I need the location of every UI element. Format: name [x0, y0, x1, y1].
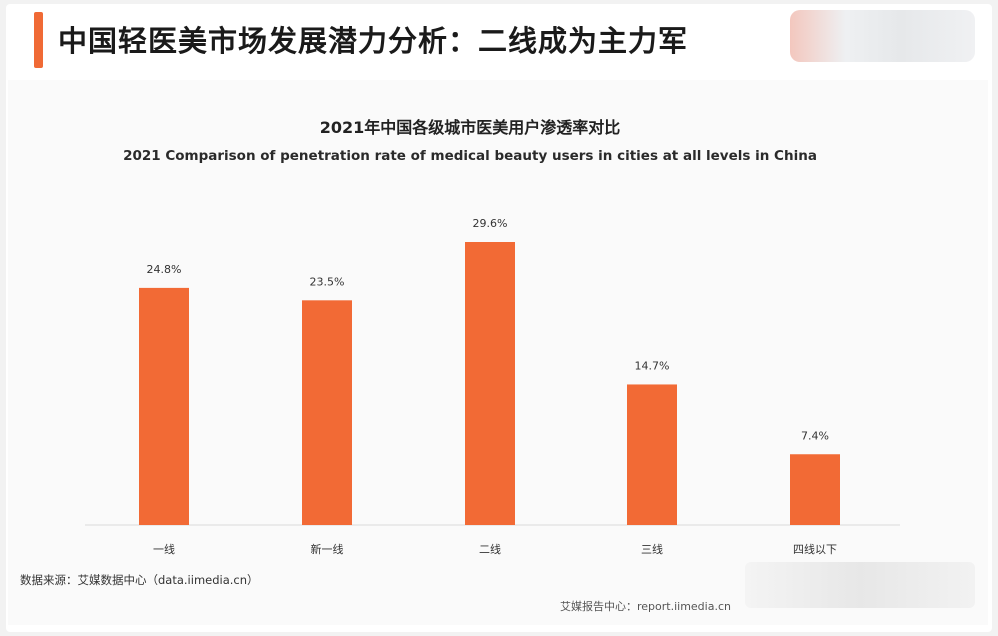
data-label-2: 23.5%: [310, 275, 345, 288]
chart-subtitle: 2021 Comparison of penetration rate of m…: [123, 148, 817, 164]
blurred-logo: [790, 10, 975, 62]
bar-4: [627, 384, 677, 525]
data-label-3: 29.6%: [473, 217, 508, 230]
x-tick-label-1: 一线: [153, 542, 175, 556]
bar-1: [139, 287, 189, 525]
chart-title: 2021年中国各级城市医美用户渗透率对比: [319, 118, 621, 137]
page-title: 中国轻医美市场发展潜力分析：二线成为主力军: [58, 24, 689, 58]
x-tick-label-3: 二线: [479, 542, 501, 556]
data-source: 数据来源：艾媒数据中心（data.iimedia.cn）: [20, 573, 259, 587]
data-label-4: 14.7%: [635, 359, 670, 372]
x-tick-label-4: 三线: [641, 542, 663, 556]
bar-5: [790, 454, 840, 525]
x-tick-label-2: 新一线: [311, 542, 344, 556]
data-label-1: 24.8%: [147, 263, 182, 276]
bar-2: [302, 300, 352, 525]
data-label-5: 7.4%: [801, 429, 829, 442]
title-accent-bar: [34, 12, 43, 68]
x-tick-label-5: 四线以下: [793, 542, 837, 556]
blurred-watermark: [745, 562, 975, 608]
bar-3: [465, 242, 515, 525]
report-source: 艾媒报告中心：report.iimedia.cn: [560, 600, 731, 613]
